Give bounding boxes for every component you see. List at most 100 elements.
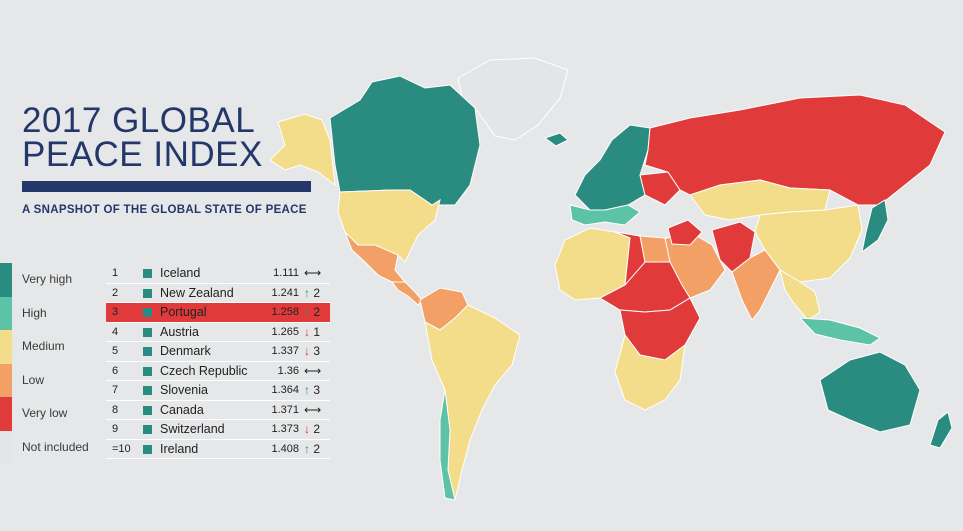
map-region-indonesia: [798, 317, 881, 346]
map-region-central-america: [391, 281, 423, 306]
rank-cell: 6: [112, 364, 119, 377]
map-region-japan: [861, 199, 889, 254]
legend-item-very-low: Very low: [0, 397, 104, 431]
legend-label: High: [22, 305, 47, 320]
table-row: 9 Switzerland 1.373 ↓ 2: [106, 420, 330, 440]
trend-indicator: ↑ 2: [304, 286, 320, 300]
trend-indicator: ↑ 2: [304, 305, 320, 319]
map-region-china: [754, 204, 863, 283]
map-region-southern-europe: [569, 204, 641, 226]
table-row: 4 Austria 1.265 ↓ 1: [106, 323, 330, 342]
title-block: 2017 GLOBAL PEACE INDEX: [22, 103, 263, 174]
map-region-south-america: [424, 304, 521, 501]
legend-label: Not included: [22, 439, 89, 454]
map-region-iraq-syria: [667, 219, 703, 246]
rank-change: 2: [313, 441, 321, 456]
legend-swatch: [0, 363, 12, 397]
rank-change: 2: [313, 305, 321, 319]
arrow-both-icon: ⟷: [304, 363, 322, 378]
table-row: 2 New Zealand 1.241 ↑ 2: [106, 284, 330, 303]
rank-swatch: [143, 347, 152, 356]
table-row: 1 Iceland 1.111 ⟷: [106, 264, 330, 284]
trend-indicator: ↓ 2: [304, 422, 320, 436]
trend-indicator: ⟷: [304, 403, 321, 417]
map-region-southeast-asia: [779, 268, 821, 321]
rank-cell: 9: [112, 423, 119, 435]
table-row: =10 Ireland 1.408 ↑ 2: [106, 440, 330, 459]
country-name: Slovenia: [160, 383, 208, 397]
trend-indicator: ↑ 2: [304, 442, 320, 456]
country-name: Canada: [160, 402, 204, 417]
arrow-down-icon: ↓: [304, 344, 310, 358]
legend-swatch: [0, 397, 12, 431]
map-region-australia: [819, 351, 921, 433]
country-name: Portugal: [160, 305, 207, 319]
rank-cell: 4: [112, 325, 119, 338]
page-subtitle: A SNAPSHOT OF THE GLOBAL STATE OF PEACE: [22, 204, 307, 216]
map-region-western-europe: [574, 124, 651, 211]
score-value: 1.111: [273, 267, 299, 279]
score-value: 1.337: [271, 345, 299, 357]
score-value: 1.364: [271, 384, 299, 396]
page-title-line2: PEACE INDEX: [22, 135, 263, 174]
rank-cell: =10: [112, 442, 131, 455]
legend-item-very-high: Very high: [0, 263, 104, 297]
rank-change: 2: [313, 285, 321, 300]
map-region-egypt: [639, 235, 671, 263]
score-value: 1.241: [271, 286, 299, 299]
rank-swatch: [143, 386, 152, 395]
rank-cell: 5: [112, 345, 119, 357]
rankings-table: 1 Iceland 1.111 ⟷ 2 New Zealand 1.241 ↑ 2 3 Port…: [106, 264, 330, 459]
score-value: 1.408: [271, 442, 299, 455]
map-region-india: [731, 249, 781, 321]
rank-swatch: [143, 444, 152, 454]
arrow-up-icon: ↑: [304, 441, 310, 456]
table-row: 3 Portugal 1.258 ↑ 2: [106, 303, 330, 323]
map-legend: Very high High Medium Low Very low Not i…: [0, 263, 104, 464]
legend-label: Medium: [22, 339, 65, 353]
map-region-chile-uruguay: [439, 389, 456, 501]
country-name: Czech Republic: [160, 363, 248, 378]
country-name: Switzerland: [160, 422, 225, 436]
score-value: 1.265: [271, 325, 299, 338]
rank-change: 3: [313, 344, 321, 358]
map-region-new-zealand: [929, 411, 953, 449]
legend-swatch: [0, 330, 12, 364]
arrow-up-icon: ↑: [304, 305, 310, 319]
legend-swatch: [0, 296, 12, 330]
rank-cell: 8: [112, 403, 119, 416]
legend-swatch: [0, 263, 12, 297]
score-value: 1.36: [277, 364, 299, 377]
country-name: New Zealand: [160, 285, 234, 300]
country-name: Austria: [160, 324, 199, 339]
rank-swatch: [143, 366, 152, 376]
rank-swatch: [143, 327, 152, 337]
rank-swatch: [143, 425, 152, 434]
trend-indicator: ⟷: [304, 266, 321, 280]
table-row: 5 Denmark 1.337 ↓ 3: [106, 342, 330, 362]
rank-change: 3: [313, 383, 321, 397]
score-value: 1.371: [271, 403, 299, 416]
rank-cell: 7: [112, 384, 119, 396]
rank-cell: 2: [112, 286, 119, 299]
table-row: 6 Czech Republic 1.36 ⟷: [106, 362, 330, 381]
map-region-alaska: [269, 113, 336, 187]
arrow-both-icon: ⟷: [304, 266, 322, 280]
rank-cell: 1: [112, 267, 119, 279]
legend-label: Very low: [22, 406, 68, 420]
rank-change: 2: [313, 422, 321, 436]
legend-item-high: High: [0, 296, 104, 330]
arrow-both-icon: ⟷: [304, 402, 322, 417]
map-region-canada: [329, 75, 481, 206]
score-value: 1.373: [271, 423, 299, 435]
legend-item-medium: Medium: [0, 330, 104, 364]
country-name: Ireland: [160, 441, 199, 456]
legend-item-not-included: Not included: [0, 430, 104, 464]
legend-label: Low: [22, 372, 45, 387]
trend-indicator: ⟷: [304, 364, 321, 378]
country-name: Iceland: [160, 266, 201, 280]
trend-indicator: ↑ 3: [304, 383, 320, 397]
arrow-up-icon: ↑: [304, 383, 310, 397]
map-region-iceland: [543, 132, 569, 147]
